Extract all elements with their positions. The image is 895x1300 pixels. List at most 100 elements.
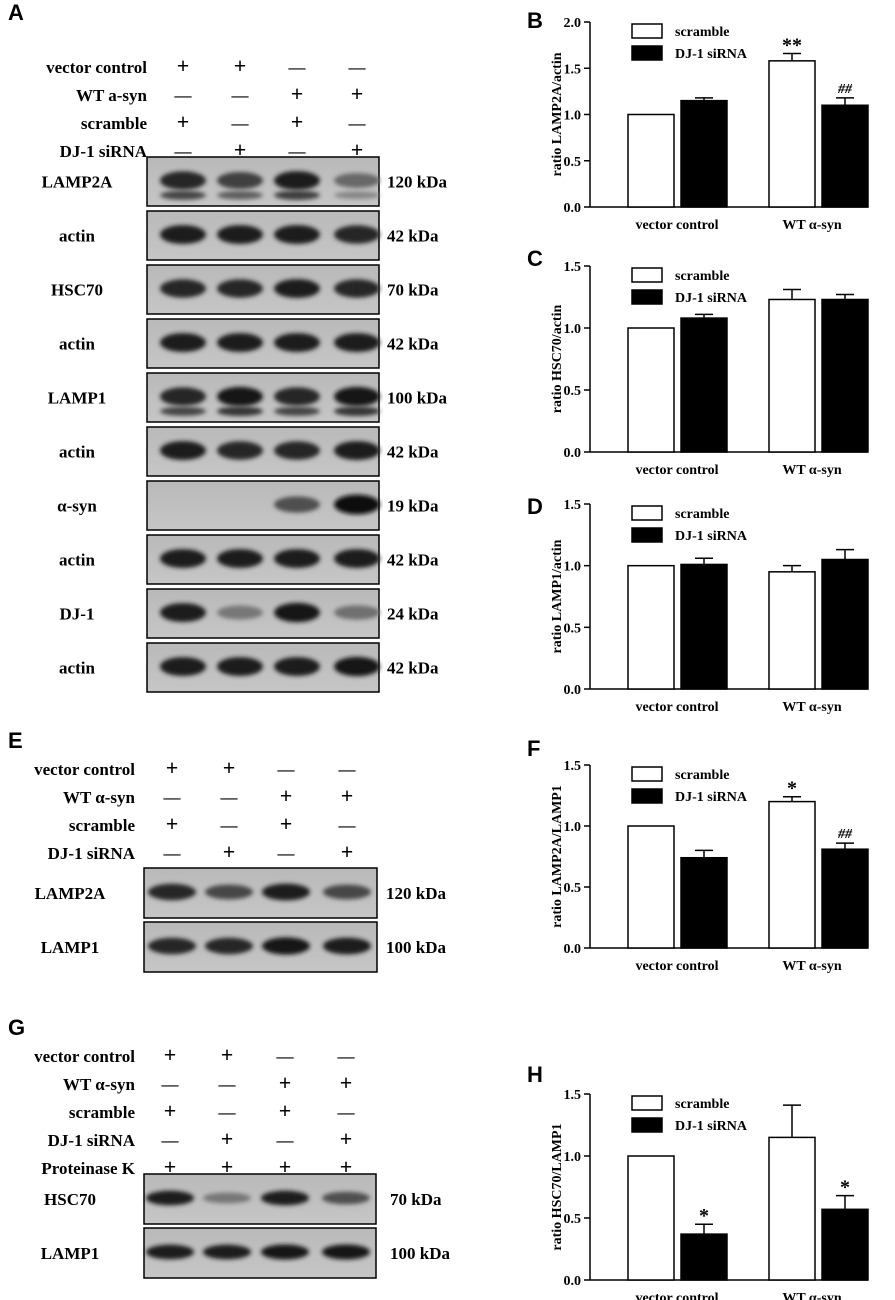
condition-sign: + xyxy=(164,1042,177,1067)
y-tick-label: 0.5 xyxy=(564,384,582,399)
protein-band xyxy=(261,1190,309,1206)
condition-sign: + xyxy=(291,109,304,134)
y-tick-label: 1.0 xyxy=(564,322,582,337)
y-tick-label: 1.5 xyxy=(564,498,582,513)
significance-mark: * xyxy=(787,778,797,800)
panel-label-e: E xyxy=(8,728,23,753)
condition-sign: — xyxy=(337,1103,356,1122)
protein-band xyxy=(160,603,206,622)
x-tick-label: WT α-syn xyxy=(782,700,842,715)
legend-label: scramble xyxy=(675,25,729,40)
protein-band xyxy=(274,387,320,406)
blot-protein-label: actin xyxy=(59,551,95,570)
condition-sign: — xyxy=(348,114,367,133)
y-tick-label: 0.5 xyxy=(564,155,582,170)
bar-scramble xyxy=(627,327,675,453)
y-tick-label: 2.0 xyxy=(564,16,582,31)
condition-sign: + xyxy=(221,1042,234,1067)
condition-sign: + xyxy=(223,839,236,864)
protein-band-smear xyxy=(160,190,206,200)
significance-mark: ## xyxy=(837,82,853,97)
blot-size-label: 42 kDa xyxy=(387,335,439,354)
bar-dj1-sirna xyxy=(821,1208,869,1281)
condition-sign: + xyxy=(177,109,190,134)
protein-band xyxy=(160,225,206,244)
legend-label: scramble xyxy=(675,1097,729,1112)
protein-band xyxy=(217,225,263,244)
y-tick-label: 0.0 xyxy=(564,446,582,461)
condition-sign: + xyxy=(234,53,247,78)
legend-label: DJ-1 siRNA xyxy=(675,47,748,62)
protein-band-smear xyxy=(274,190,320,200)
bar-chart-c: 0.0 0.5 1.0 1.5 vector control WT α-syn ratio … xyxy=(550,260,869,478)
blot-g-panel: vector control + + — — WT α-syn — — + + scramble + —… xyxy=(34,1042,450,1279)
condition-label: Proteinase K xyxy=(41,1159,135,1178)
protein-band xyxy=(334,494,380,515)
condition-sign: — xyxy=(288,58,307,77)
x-tick-label: WT α-syn xyxy=(782,959,842,974)
condition-sign: — xyxy=(218,1075,237,1094)
bar-dj1-sirna xyxy=(821,558,869,690)
panel-label-c: C xyxy=(527,246,543,271)
bar-dj1-sirna xyxy=(680,99,728,208)
legend-label: DJ-1 siRNA xyxy=(675,790,748,805)
bar-scramble xyxy=(627,564,675,690)
condition-sign: + xyxy=(341,839,354,864)
condition-sign: + xyxy=(351,81,364,106)
y-tick-label: 0.5 xyxy=(564,1212,582,1227)
condition-sign: — xyxy=(348,58,367,77)
condition-label: WT a-syn xyxy=(76,86,148,105)
condition-sign: — xyxy=(276,1047,295,1066)
condition-sign: — xyxy=(231,86,250,105)
protein-band xyxy=(148,883,196,901)
protein-band xyxy=(205,884,253,900)
x-tick-label: WT α-syn xyxy=(782,218,842,233)
legend-label: DJ-1 siRNA xyxy=(675,529,748,544)
protein-band xyxy=(334,549,380,568)
bar-scramble xyxy=(627,1155,675,1281)
protein-band xyxy=(334,173,380,188)
bar-scramble xyxy=(768,60,816,208)
blot-protein-label: actin xyxy=(59,659,95,678)
condition-label: vector control xyxy=(34,760,135,779)
protein-band xyxy=(217,386,263,407)
condition-sign: + xyxy=(291,81,304,106)
legend-label: DJ-1 siRNA xyxy=(675,1119,748,1134)
protein-band-smear xyxy=(334,406,380,417)
y-tick-label: 1.5 xyxy=(564,62,582,77)
panel-label-d: D xyxy=(527,494,543,519)
protein-band xyxy=(160,279,206,298)
significance-mark: * xyxy=(840,1177,850,1199)
blot-protein-label: LAMP1 xyxy=(41,1244,100,1263)
condition-sign: + xyxy=(164,1154,177,1179)
protein-band xyxy=(274,496,320,513)
panel-label-h: H xyxy=(527,1062,543,1087)
blot-protein-label: DJ-1 xyxy=(60,605,95,624)
condition-sign: — xyxy=(161,1131,180,1150)
y-tick-label: 1.0 xyxy=(564,560,582,575)
protein-band xyxy=(274,441,320,460)
protein-band xyxy=(217,279,263,298)
bar-dj1-sirna xyxy=(821,848,869,949)
condition-sign: + xyxy=(221,1126,234,1151)
significance-mark: ** xyxy=(782,34,802,56)
protein-band xyxy=(261,1244,309,1260)
legend-label: scramble xyxy=(675,269,729,284)
protein-band xyxy=(217,171,263,190)
panel-label-a: A xyxy=(8,0,24,25)
blot-protein-label: LAMP1 xyxy=(48,389,107,408)
y-axis-label: ratio LAMP1/actin xyxy=(550,539,565,653)
condition-sign: + xyxy=(351,137,364,162)
protein-band xyxy=(148,937,196,955)
condition-sign: — xyxy=(163,844,182,863)
bar-scramble xyxy=(627,825,675,949)
condition-label: scramble xyxy=(69,816,136,835)
legend-swatch xyxy=(631,788,663,804)
bar-dj1-sirna xyxy=(821,298,869,453)
protein-band xyxy=(274,279,320,298)
x-tick-label: vector control xyxy=(635,959,718,974)
protein-band xyxy=(334,225,380,244)
blot-protein-label: LAMP1 xyxy=(41,938,100,957)
protein-band xyxy=(334,656,380,677)
condition-label: vector control xyxy=(46,58,147,77)
